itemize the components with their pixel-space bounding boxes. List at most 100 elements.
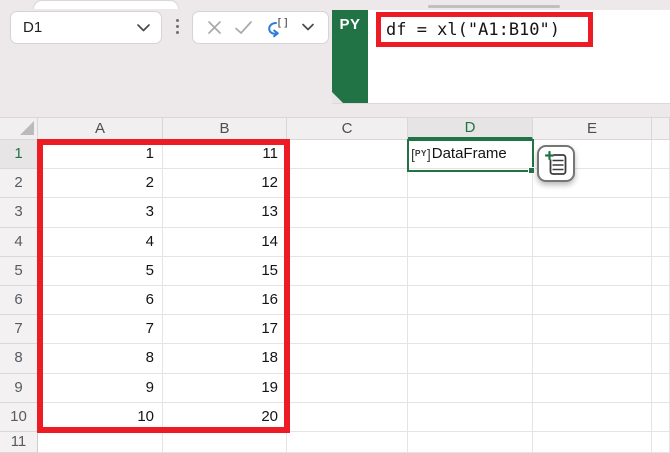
cell-D6[interactable] bbox=[408, 285, 533, 316]
more-commands-icon[interactable] bbox=[174, 17, 181, 36]
formula-input[interactable]: df = xl("A1:B10") bbox=[386, 19, 560, 40]
cell-C5[interactable] bbox=[287, 256, 408, 286]
row-header-6[interactable]: 6 bbox=[0, 285, 38, 316]
py-type-bracket: ] bbox=[426, 146, 431, 162]
cell-C4[interactable] bbox=[287, 227, 408, 257]
cell-A1[interactable]: 1 bbox=[38, 140, 163, 170]
column-header-overflow[interactable] bbox=[652, 117, 670, 140]
row-header-10[interactable]: 10 bbox=[0, 402, 38, 432]
cell-A7[interactable]: 7 bbox=[38, 315, 163, 345]
cell-C6[interactable] bbox=[287, 285, 408, 316]
cell-D9[interactable] bbox=[408, 373, 533, 403]
cell-A3[interactable]: 3 bbox=[38, 198, 163, 228]
cell-C10[interactable] bbox=[287, 402, 408, 432]
python-refresh-brackets-icon[interactable]: [] bbox=[261, 15, 292, 41]
row-header-7[interactable]: 7 bbox=[0, 315, 38, 345]
name-box[interactable]: D1 bbox=[10, 11, 162, 44]
cell-B10[interactable]: 20 bbox=[163, 402, 287, 432]
cell-B6[interactable]: 16 bbox=[163, 285, 287, 316]
cell-F9[interactable] bbox=[652, 373, 670, 403]
row-header-2[interactable]: 2 bbox=[0, 169, 38, 199]
cell-B7[interactable]: 17 bbox=[163, 315, 287, 345]
cell-E7[interactable] bbox=[533, 315, 652, 345]
cell-A6[interactable]: 6 bbox=[38, 285, 163, 316]
cell-C1[interactable] bbox=[287, 140, 408, 170]
cell-E6[interactable] bbox=[533, 285, 652, 316]
column-header-A[interactable]: A bbox=[38, 117, 163, 140]
cell-D5[interactable] bbox=[408, 256, 533, 286]
row-header-1[interactable]: 1 bbox=[0, 140, 38, 170]
cell-F3[interactable] bbox=[652, 198, 670, 228]
cell-E5[interactable] bbox=[533, 256, 652, 286]
cell-A5[interactable]: 5 bbox=[38, 256, 163, 286]
fill-handle[interactable] bbox=[528, 167, 535, 174]
grid-row-11: 11 bbox=[0, 431, 670, 453]
cell-C3[interactable] bbox=[287, 198, 408, 228]
column-header-E[interactable]: E bbox=[533, 117, 652, 140]
cell-C8[interactable] bbox=[287, 344, 408, 374]
cell-D2[interactable] bbox=[408, 169, 533, 199]
row-header-3[interactable]: 3 bbox=[0, 198, 38, 228]
python-language-badge: PY bbox=[332, 10, 368, 103]
column-header-D[interactable]: D bbox=[408, 117, 533, 140]
cell-B8[interactable]: 18 bbox=[163, 344, 287, 374]
row-header-9[interactable]: 9 bbox=[0, 373, 38, 403]
cell-D1[interactable]: [PY] DataFrame bbox=[408, 140, 533, 170]
cell-D4[interactable] bbox=[408, 227, 533, 257]
cell-B11[interactable] bbox=[163, 431, 287, 453]
cell-B9[interactable]: 19 bbox=[163, 373, 287, 403]
formula-buttons-group: [] bbox=[192, 11, 329, 44]
enter-check-icon[interactable] bbox=[232, 18, 255, 37]
cancel-x-icon[interactable] bbox=[204, 17, 225, 38]
row-header-11[interactable]: 11 bbox=[0, 431, 38, 453]
cell-A11[interactable] bbox=[38, 431, 163, 453]
column-header-B[interactable]: B bbox=[163, 117, 287, 140]
cell-F11[interactable] bbox=[652, 431, 670, 453]
insert-data-card-button[interactable] bbox=[537, 145, 575, 182]
formula-bar[interactable]: PY df = xl("A1:B10") bbox=[332, 10, 670, 104]
cell-C11[interactable] bbox=[287, 431, 408, 453]
cell-B3[interactable]: 13 bbox=[163, 198, 287, 228]
cell-E8[interactable] bbox=[533, 344, 652, 374]
cell-B2[interactable]: 12 bbox=[163, 169, 287, 199]
cell-A4[interactable]: 4 bbox=[38, 227, 163, 257]
cell-B5[interactable]: 15 bbox=[163, 256, 287, 286]
chevron-down-icon[interactable] bbox=[136, 23, 161, 33]
cell-E2[interactable] bbox=[533, 169, 652, 199]
cell-B1[interactable]: 11 bbox=[163, 140, 287, 170]
cell-A8[interactable]: 8 bbox=[38, 344, 163, 374]
cell-E4[interactable] bbox=[533, 227, 652, 257]
chevron-down-icon[interactable] bbox=[299, 21, 317, 34]
cell-B4[interactable]: 14 bbox=[163, 227, 287, 257]
cell-D10[interactable] bbox=[408, 402, 533, 432]
cell-E11[interactable] bbox=[533, 431, 652, 453]
cell-C2[interactable] bbox=[287, 169, 408, 199]
cell-C9[interactable] bbox=[287, 373, 408, 403]
cell-C7[interactable] bbox=[287, 315, 408, 345]
cell-F7[interactable] bbox=[652, 315, 670, 345]
cell-F8[interactable] bbox=[652, 344, 670, 374]
cell-A9[interactable]: 9 bbox=[38, 373, 163, 403]
cell-F5[interactable] bbox=[652, 256, 670, 286]
cell-D11[interactable] bbox=[408, 431, 533, 453]
row-header-4[interactable]: 4 bbox=[0, 227, 38, 257]
cell-A2[interactable]: 2 bbox=[38, 169, 163, 199]
cell-F1[interactable] bbox=[652, 140, 670, 170]
select-all-corner[interactable] bbox=[0, 117, 38, 140]
cell-D3[interactable] bbox=[408, 198, 533, 228]
cell-F6[interactable] bbox=[652, 285, 670, 316]
cell-D8[interactable] bbox=[408, 344, 533, 374]
cell-D7[interactable] bbox=[408, 315, 533, 345]
cell-E3[interactable] bbox=[533, 198, 652, 228]
cell-A10[interactable]: 10 bbox=[38, 402, 163, 432]
cell-F2[interactable] bbox=[652, 169, 670, 199]
cell-F10[interactable] bbox=[652, 402, 670, 432]
cell-E9[interactable] bbox=[533, 373, 652, 403]
row-header-5[interactable]: 5 bbox=[0, 256, 38, 286]
row-header-8[interactable]: 8 bbox=[0, 344, 38, 374]
cell-F4[interactable] bbox=[652, 227, 670, 257]
cell-E10[interactable] bbox=[533, 402, 652, 432]
column-header-C[interactable]: C bbox=[287, 117, 408, 140]
grid-row-8: 8 8 18 bbox=[0, 344, 670, 374]
